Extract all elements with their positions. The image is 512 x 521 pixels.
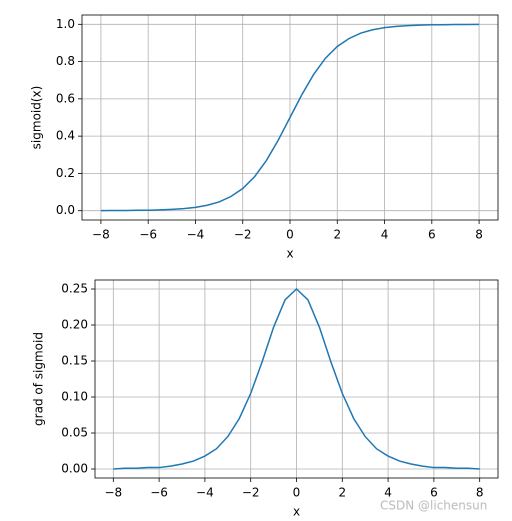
y-tick-label: 0.00 — [61, 462, 88, 476]
x-tick-label: 4 — [381, 228, 389, 242]
axes-frame — [81, 14, 499, 221]
x-tick-label: −8 — [92, 228, 110, 242]
x-tick-label: 2 — [333, 228, 341, 242]
x-tick-label: −6 — [139, 228, 157, 242]
x-tick-label: −4 — [187, 228, 205, 242]
y-tick-label: 0.20 — [61, 318, 88, 332]
y-tick-label: 0.10 — [61, 390, 88, 404]
y-tick-label: 0.4 — [56, 129, 75, 143]
y-tick-label: 0.2 — [56, 166, 75, 180]
y-tick-label: 0.15 — [61, 354, 88, 368]
x-tick-label: 8 — [475, 228, 483, 242]
x-tick-label: 6 — [428, 228, 436, 242]
line — [100, 23, 480, 212]
y-tick-label: 0.05 — [61, 426, 88, 440]
x-tick-label: 0 — [293, 486, 301, 500]
y-axis-label: sigmoid(x) — [30, 86, 44, 150]
y-tick-label: 0.8 — [56, 54, 75, 68]
x-tick-label: −2 — [234, 228, 252, 242]
x-tick-label: 6 — [430, 486, 438, 500]
y-tick-label: 1.0 — [56, 17, 75, 31]
y-tick-label: 0.6 — [56, 91, 75, 105]
x-tick-label: −8 — [104, 486, 122, 500]
y-axis-label: grad of sigmoid — [32, 332, 46, 426]
x-axis-label: x — [293, 505, 300, 519]
y-tick-label: 0.25 — [61, 282, 88, 296]
x-tick-label: 4 — [384, 486, 392, 500]
x-tick-label: 2 — [338, 486, 346, 500]
x-axis-label: x — [286, 247, 293, 261]
x-tick-label: 8 — [476, 486, 484, 500]
x-tick-label: 0 — [286, 228, 294, 242]
watermark: CSDN @lichensun — [380, 499, 487, 513]
x-tick-label: −2 — [242, 486, 260, 500]
x-tick-label: −6 — [150, 486, 168, 500]
x-tick-label: −4 — [196, 486, 214, 500]
y-tick-label: 0.0 — [56, 203, 75, 217]
line — [113, 287, 480, 470]
axes-frame — [94, 279, 499, 479]
